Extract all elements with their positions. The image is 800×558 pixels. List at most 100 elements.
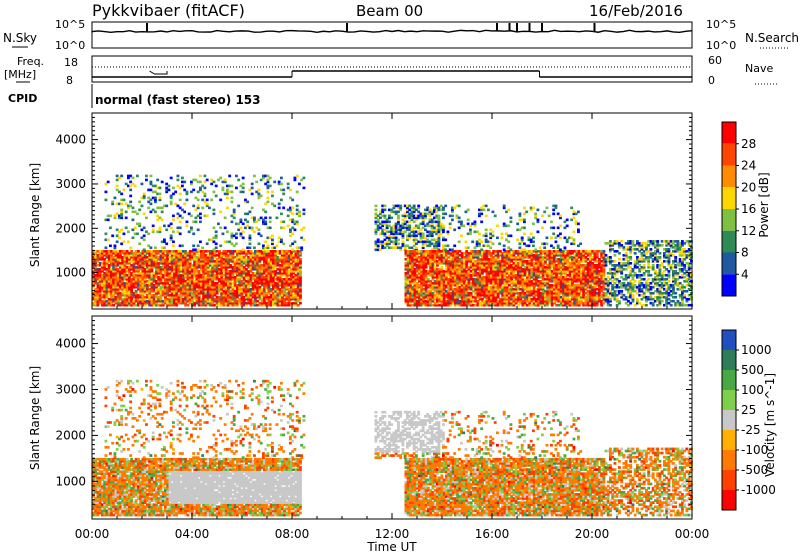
power-cell (258, 189, 261, 192)
power-cell (303, 177, 306, 180)
power-cell (237, 205, 240, 208)
power-cell (181, 185, 184, 188)
freq-dip (150, 71, 168, 74)
power-cell (143, 193, 146, 196)
power-cell (179, 199, 182, 202)
power-cell (258, 229, 261, 232)
power-cell (143, 248, 146, 251)
power-cell (165, 229, 168, 232)
power-cell (388, 221, 391, 224)
power-cell (287, 183, 290, 186)
power-cell (276, 244, 279, 247)
cpid-text: normal (fast stereo) 153 (95, 93, 261, 107)
power-cell (294, 229, 297, 232)
power-cell (123, 199, 126, 202)
power-cell (299, 258, 302, 261)
power-cell (199, 240, 202, 243)
power-cell (132, 177, 135, 180)
power-cell (159, 193, 162, 196)
cpid-strip: CPID normal (fast stereo) 153 (8, 84, 261, 108)
power-cell (161, 219, 164, 222)
power-cell (201, 207, 204, 210)
power-cell (246, 201, 249, 204)
power-cell (242, 183, 245, 186)
power-cell (251, 207, 254, 210)
power-cell (215, 231, 218, 234)
power-cell (127, 231, 130, 234)
power-cell (141, 205, 144, 208)
nave-label: Nave (745, 62, 773, 75)
power-cell (402, 240, 405, 243)
power-cell (143, 235, 146, 238)
power-cell (303, 238, 306, 241)
power-cell (152, 229, 155, 232)
power-cell (105, 199, 108, 202)
power-cell (163, 246, 166, 249)
power-cell (199, 181, 202, 184)
freq-panel-frame (92, 56, 692, 82)
power-cell (129, 195, 132, 198)
power-cell (105, 233, 108, 236)
power-cell (228, 175, 231, 178)
power-cell (235, 233, 238, 236)
power-cell (109, 244, 112, 247)
nsky-panel-frame (92, 22, 692, 48)
power-cell (240, 219, 243, 222)
power-cell (397, 238, 400, 241)
power-cell (120, 193, 123, 196)
power-cell (219, 244, 222, 247)
power-cell (150, 203, 153, 206)
power-cell (280, 199, 283, 202)
cpid-label: CPID (8, 92, 37, 105)
power-cell (143, 227, 146, 230)
freq-tick-top: 18 (64, 56, 78, 69)
power-cell (154, 197, 157, 200)
power-cell (278, 203, 281, 206)
power-cell (249, 246, 252, 249)
power-cell (197, 244, 200, 247)
power-cell (165, 205, 168, 208)
power-cell (438, 215, 441, 218)
power-cell (390, 217, 393, 220)
power-cell (233, 217, 236, 220)
power-cell (170, 227, 173, 230)
power-cell (213, 181, 216, 184)
nsky-label: N.Sky (3, 31, 37, 45)
freq-trace (92, 67, 692, 77)
power-cell (111, 235, 114, 238)
power-cell (159, 197, 162, 200)
power-cell (291, 199, 294, 202)
freq-panel: Freq. [MHz] 18 8 60 0 Nave (4, 54, 778, 87)
power-cell (152, 225, 155, 228)
power-cell (217, 223, 220, 226)
nsky-line (92, 30, 692, 32)
power-cell (208, 207, 211, 210)
power-cell (224, 179, 227, 182)
power-cell (235, 187, 238, 190)
power-cell (186, 225, 189, 228)
nsky-panel: N.Sky 10^5 10^0 10^5 10^0 N.Search (3, 18, 799, 52)
power-cell (303, 187, 306, 190)
power-cell (300, 246, 303, 249)
power-cell (422, 233, 425, 236)
power-cell (242, 223, 245, 226)
power-cell (123, 233, 126, 236)
power-cells (92, 175, 693, 307)
power-cell (172, 215, 175, 218)
power-cell (415, 246, 418, 249)
power-cell (114, 197, 117, 200)
power-cell (240, 227, 243, 230)
power-cell (172, 231, 175, 234)
power-cell (138, 242, 141, 245)
power-cell (296, 205, 299, 208)
power-cell (251, 183, 254, 186)
power-cell (163, 238, 166, 241)
power-cell (226, 231, 229, 234)
power-cell (183, 181, 186, 184)
power-cell (303, 209, 306, 212)
power-cell (213, 213, 216, 216)
power-cell (197, 248, 200, 251)
power-cell (242, 231, 245, 234)
power-cell (163, 225, 166, 228)
